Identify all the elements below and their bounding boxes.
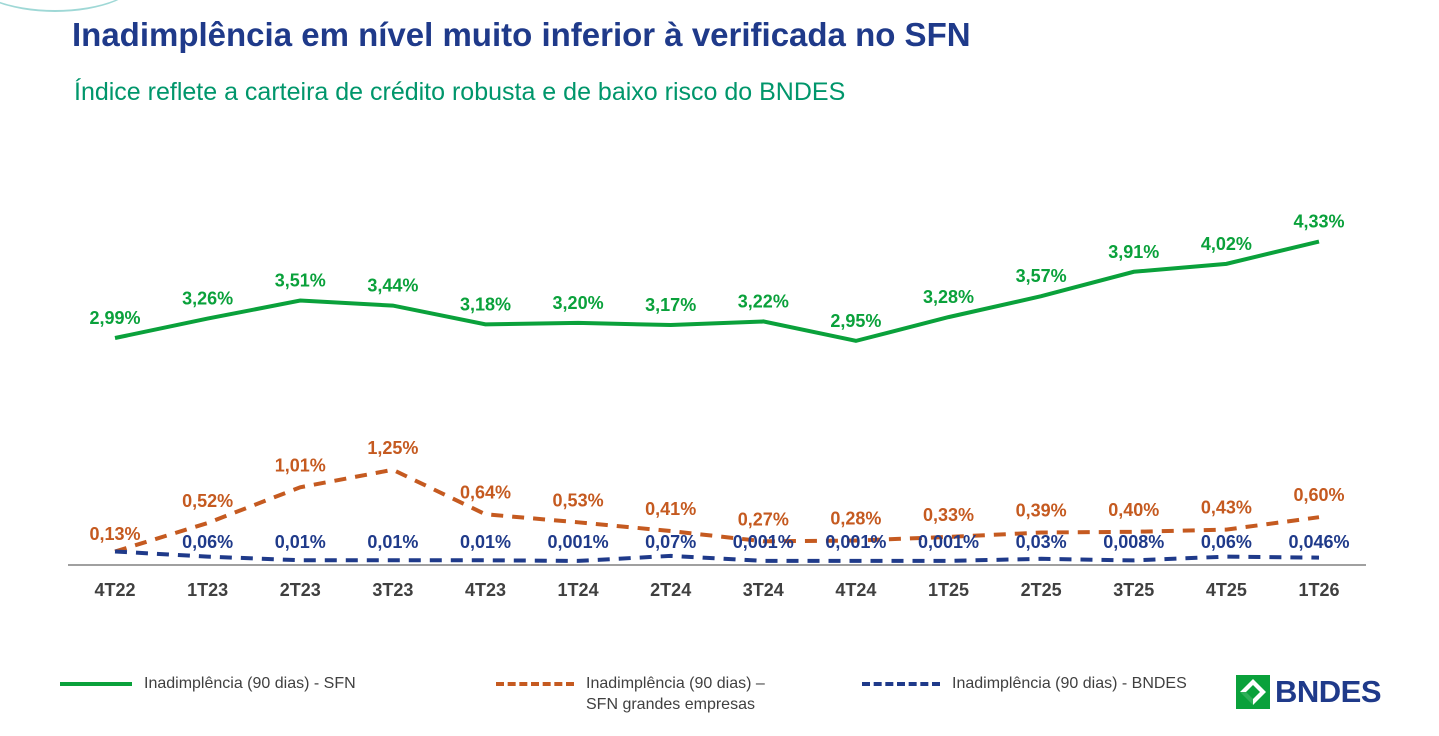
data-label: 3,57% [1016, 266, 1067, 286]
data-label: 0,001% [733, 532, 794, 552]
series-line-2 [114, 549, 1320, 563]
data-label: 0,27% [738, 509, 789, 529]
data-label: 0,03% [1016, 532, 1067, 552]
legend-item-sfn-grandes: Inadimplência (90 dias) – SFN grandes em… [496, 673, 765, 715]
data-label: 0,046% [1288, 532, 1349, 552]
bndes-logo-icon [1236, 675, 1270, 709]
data-label: 1,25% [367, 438, 418, 458]
legend-swatch-sfn [60, 682, 132, 686]
legend-swatch-bndes [862, 682, 940, 686]
legend-label-sfn: Inadimplência (90 dias) - SFN [144, 675, 356, 692]
x-tick-label: 1T24 [558, 580, 599, 600]
data-label: 0,28% [830, 509, 881, 529]
legend-item-sfn: Inadimplência (90 dias) - SFN [60, 673, 356, 694]
data-label: 3,22% [738, 291, 789, 311]
data-label: 4,02% [1201, 234, 1252, 254]
data-label: 2,95% [830, 311, 881, 331]
data-label: 3,20% [553, 293, 604, 313]
x-tick-label: 4T22 [94, 580, 135, 600]
data-label: 3,91% [1108, 242, 1159, 262]
x-tick-label: 4T23 [465, 580, 506, 600]
series-line-0 [114, 239, 1320, 343]
legend-item-bndes: Inadimplência (90 dias) - BNDES [862, 673, 1187, 694]
data-label: 0,06% [182, 532, 233, 552]
series-layer [114, 239, 1320, 563]
data-label: 0,01% [275, 532, 326, 552]
data-label: 0,001% [825, 532, 886, 552]
x-tick-label: 2T25 [1021, 580, 1062, 600]
x-tick-label: 3T23 [372, 580, 413, 600]
data-label: 0,52% [182, 491, 233, 511]
data-label: 0,07% [645, 532, 696, 552]
x-tick-label: 1T23 [187, 580, 228, 600]
data-label: 0,41% [645, 499, 696, 519]
data-label: 0,06% [1201, 532, 1252, 552]
data-label: 3,51% [275, 271, 326, 291]
data-label: 3,26% [182, 289, 233, 309]
x-tick-label: 1T26 [1298, 580, 1339, 600]
data-label-layer: 2,99% 3,26% 3,51% 3,44% 3,18% 3,20% 3,17% 3,22%… [89, 212, 1349, 552]
data-label: 3,28% [923, 287, 974, 307]
x-tick-label: 1T25 [928, 580, 969, 600]
data-label: 0,60% [1293, 485, 1344, 505]
data-label: 2,99% [89, 308, 140, 328]
data-label: 4,33% [1293, 212, 1344, 232]
data-label: 0,43% [1201, 498, 1252, 518]
data-label: 0,33% [923, 505, 974, 525]
decorative-arc [0, 0, 140, 12]
data-label: 3,17% [645, 295, 696, 315]
data-label: 0,008% [1103, 532, 1164, 552]
x-tick-layer: 4T22 1T23 2T23 3T23 4T23 1T24 2T24 3T24 4T24 1T25… [94, 580, 1339, 600]
data-label: 1,01% [275, 455, 326, 475]
x-tick-label: 4T24 [835, 580, 876, 600]
data-label: 0,001% [548, 532, 609, 552]
data-label: 3,18% [460, 294, 511, 314]
data-label: 0,001% [918, 532, 979, 552]
bndes-logo-text: BNDES [1275, 674, 1382, 709]
x-tick-label: 2T24 [650, 580, 691, 600]
legend-label-sfn-grandes: Inadimplência (90 dias) – SFN grandes em… [586, 675, 765, 713]
x-tick-label: 4T25 [1206, 580, 1247, 600]
data-label: 0,01% [367, 532, 418, 552]
data-label: 3,44% [367, 276, 418, 296]
data-label: 0,13% [89, 524, 140, 544]
x-tick-label: 3T25 [1113, 580, 1154, 600]
data-label: 0,01% [460, 532, 511, 552]
series-line-1 [114, 467, 1320, 554]
x-tick-label: 3T24 [743, 580, 784, 600]
data-label: 0,64% [460, 482, 511, 502]
page-subtitle: Índice reflete a carteira de crédito rob… [74, 78, 846, 106]
x-tick-label: 2T23 [280, 580, 321, 600]
data-label: 0,53% [553, 490, 604, 510]
page-title: Inadimplência em nível muito inferior à … [72, 16, 971, 53]
bndes-logo: BNDES [1236, 674, 1382, 710]
legend-label-bndes: Inadimplência (90 dias) - BNDES [952, 675, 1187, 692]
data-label: 0,39% [1016, 501, 1067, 521]
data-label: 0,40% [1108, 500, 1159, 520]
legend-swatch-sfn-grandes [496, 682, 574, 686]
